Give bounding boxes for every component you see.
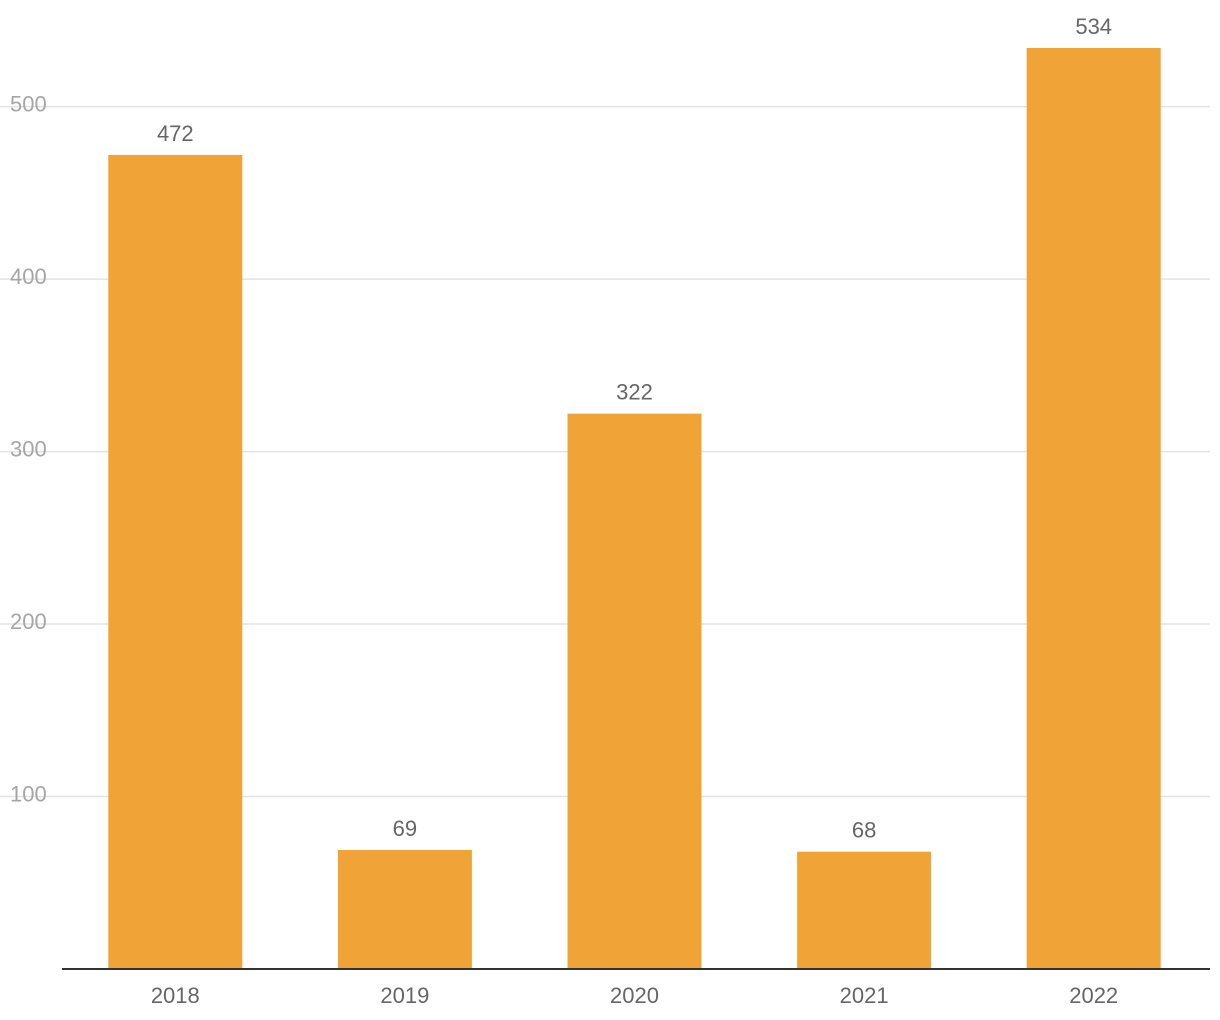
y-tick-label: 400 bbox=[10, 264, 47, 289]
y-axis-ticks: 100 200 300 400 500 bbox=[10, 91, 47, 806]
data-label: 69 bbox=[393, 816, 417, 841]
data-label: 534 bbox=[1075, 14, 1112, 39]
bar-2018 bbox=[108, 154, 243, 969]
data-label: 68 bbox=[852, 818, 876, 843]
x-tick-label: 2021 bbox=[840, 983, 889, 1008]
x-axis-ticks: 2018 2019 2020 2021 2022 bbox=[151, 983, 1118, 1008]
data-labels: 472 69 322 68 534 bbox=[157, 14, 1112, 843]
bar-2019 bbox=[337, 849, 472, 969]
y-tick-label: 300 bbox=[10, 436, 47, 461]
y-tick-label: 200 bbox=[10, 609, 47, 634]
x-tick-label: 2022 bbox=[1069, 983, 1118, 1008]
data-label: 322 bbox=[616, 380, 653, 405]
x-tick-label: 2020 bbox=[610, 983, 659, 1008]
x-tick-label: 2019 bbox=[380, 983, 429, 1008]
bar-2022 bbox=[1026, 48, 1161, 969]
data-label: 472 bbox=[157, 121, 194, 146]
y-tick-label: 500 bbox=[10, 91, 47, 116]
bars bbox=[108, 48, 1161, 969]
x-tick-label: 2018 bbox=[151, 983, 200, 1008]
bar-2020 bbox=[567, 413, 702, 969]
y-tick-label: 100 bbox=[10, 781, 47, 806]
bar-2021 bbox=[797, 851, 932, 969]
